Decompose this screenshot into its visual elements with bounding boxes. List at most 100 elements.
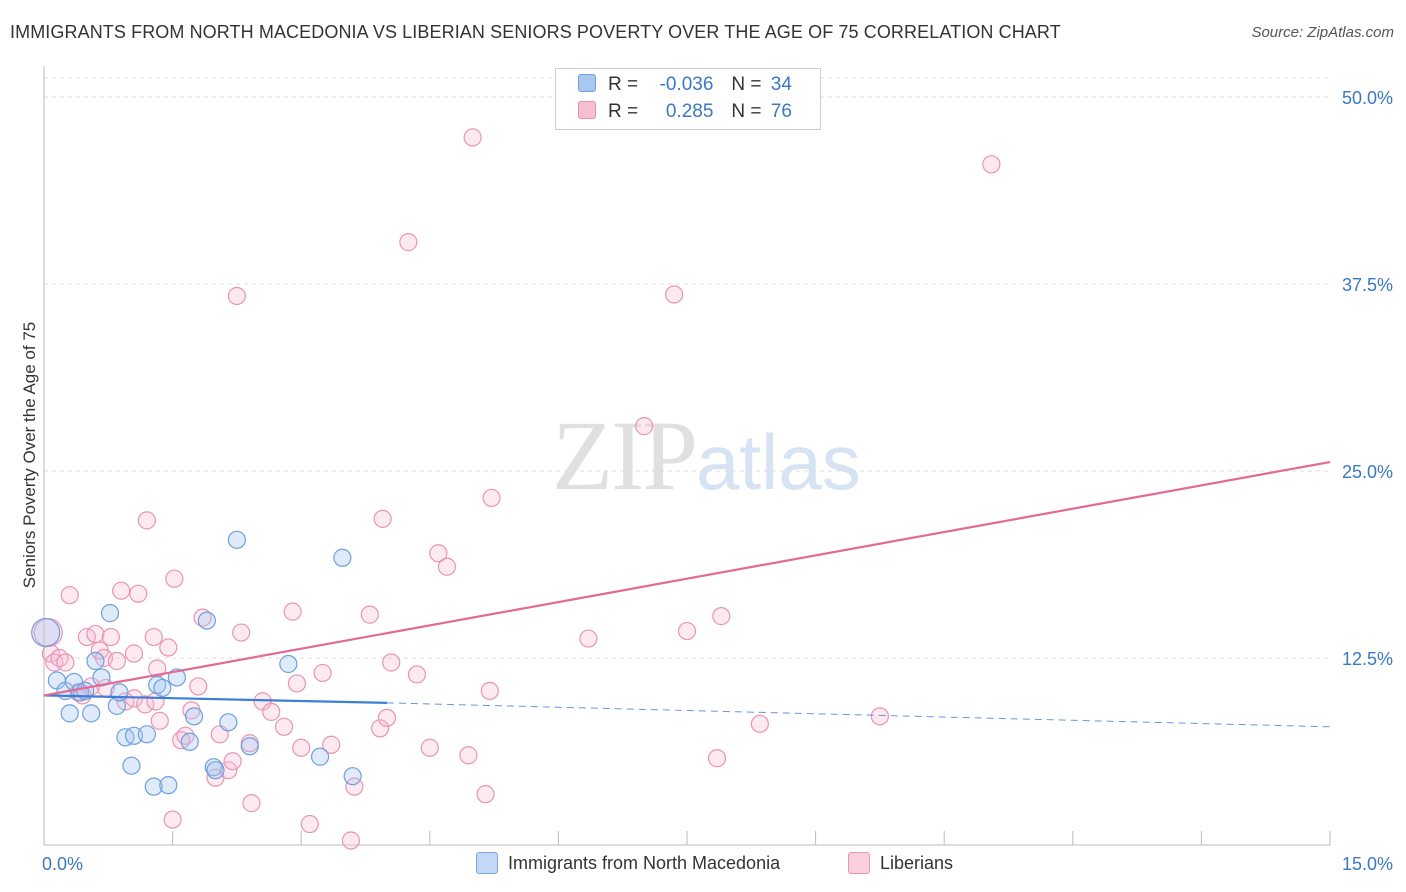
legend-n-value: 76	[770, 101, 792, 122]
point-liberian	[982, 155, 1001, 174]
point-macedonia	[204, 758, 223, 777]
legend-row-liberian: R = 0.285 N = 76	[578, 101, 792, 127]
point-macedonia	[122, 756, 141, 775]
point-macedonia	[206, 761, 225, 780]
point-liberian	[677, 621, 697, 641]
point-liberian	[150, 711, 169, 730]
legend-item-liberian: Liberians	[848, 852, 953, 874]
point-liberian	[870, 707, 890, 726]
point-macedonia	[197, 611, 216, 630]
point-liberian	[429, 544, 448, 563]
legend-n-label: N =	[731, 101, 762, 122]
legend-item-macedonia: Immigrants from North Macedonia	[476, 852, 780, 874]
point-liberian	[242, 794, 261, 813]
y-tick-label: 50.0%	[1342, 88, 1393, 108]
legend-r-value: 0.285	[665, 101, 714, 122]
point-liberian	[482, 488, 501, 508]
point-liberian	[232, 623, 251, 642]
point-liberian	[382, 653, 401, 672]
point-macedonia	[100, 604, 120, 623]
point-liberian	[112, 581, 131, 600]
point-macedonia	[144, 777, 163, 796]
legend-label-liberian: Liberians	[880, 853, 954, 873]
point-liberian	[341, 831, 361, 850]
watermark-zip: ZIP	[552, 400, 698, 511]
point-liberian	[373, 509, 392, 528]
point-liberian	[274, 717, 294, 736]
point-liberian	[437, 557, 457, 576]
point-macedonia	[167, 668, 186, 687]
point-macedonia	[227, 530, 246, 549]
point-macedonia	[153, 678, 172, 698]
point-liberian	[107, 651, 126, 671]
point-macedonia	[110, 683, 129, 702]
point-liberian	[635, 417, 654, 436]
point-liberian	[322, 735, 341, 754]
source-credit: Source: ZipAtlas.com	[1251, 24, 1394, 41]
trendline-liberian	[43, 460, 1331, 697]
legend-n-value: 34	[770, 74, 792, 95]
point-macedonia	[159, 776, 178, 795]
point-liberian	[165, 569, 184, 588]
point-liberian	[463, 128, 482, 147]
y-tick-label: 12.5%	[1342, 649, 1393, 669]
point-liberian	[313, 663, 332, 683]
point-liberian	[420, 738, 439, 757]
point-liberian	[86, 624, 105, 644]
point-liberian	[370, 719, 390, 738]
point-macedonia	[148, 675, 167, 695]
point-liberian	[223, 752, 242, 771]
x-tick-label: 15.0%	[1342, 854, 1393, 874]
point-liberian	[129, 584, 148, 603]
trendline-macedonia	[43, 694, 387, 704]
y-tick-label: 25.0%	[1342, 462, 1393, 482]
legend-swatch-macedonia	[578, 74, 596, 92]
point-liberian	[219, 761, 238, 780]
point-liberian	[262, 702, 281, 721]
point-liberian	[300, 814, 319, 834]
point-liberian	[459, 746, 478, 765]
legend-n-label: N =	[731, 74, 762, 95]
point-macedonia	[333, 548, 352, 567]
point-macedonia	[60, 704, 79, 723]
legend-row-macedonia: R = -0.036 N = 34	[578, 74, 792, 100]
trendline-macedonia-extension	[386, 702, 1331, 728]
zipatlas-watermark: ZIPatlas	[552, 398, 861, 513]
legend-r-label: R =	[608, 101, 639, 122]
point-liberian	[137, 511, 156, 530]
point-liberian	[60, 586, 79, 605]
point-liberian	[712, 607, 731, 626]
point-liberian	[189, 677, 208, 696]
point-macedonia	[184, 707, 204, 726]
x-tick-label: 0.0%	[42, 854, 83, 874]
chart-title: IMMIGRANTS FROM NORTH MACEDONIA VS LIBER…	[10, 22, 1061, 42]
point-macedonia	[86, 651, 105, 671]
point-liberian	[101, 627, 120, 647]
point-liberian	[56, 653, 75, 672]
point-liberian	[476, 785, 495, 804]
point-liberian	[665, 285, 684, 304]
point-liberian	[292, 738, 311, 757]
point-liberian	[136, 695, 155, 714]
point-macedonia	[343, 767, 362, 786]
legend-r-label: R =	[608, 74, 639, 95]
point-liberian	[227, 286, 246, 306]
y-tick-label: 37.5%	[1342, 275, 1393, 295]
point-macedonia	[137, 725, 156, 744]
legend-swatch-macedonia	[476, 852, 498, 874]
point-liberian	[407, 665, 427, 684]
watermark-atlas: atlas	[696, 418, 861, 506]
legend-swatch-liberian	[578, 101, 596, 119]
point-liberian	[159, 638, 178, 657]
point-macedonia	[180, 732, 199, 751]
point-liberian	[579, 629, 598, 648]
point-liberian	[480, 681, 499, 701]
legend-label-macedonia: Immigrants from North Macedonia	[508, 853, 781, 873]
legend-r-value: -0.036	[659, 74, 714, 95]
legend-swatch-liberian	[848, 852, 870, 874]
point-liberian	[750, 714, 769, 733]
point-macedonia	[240, 737, 259, 756]
point-liberian	[360, 605, 379, 624]
point-liberian	[287, 674, 307, 693]
